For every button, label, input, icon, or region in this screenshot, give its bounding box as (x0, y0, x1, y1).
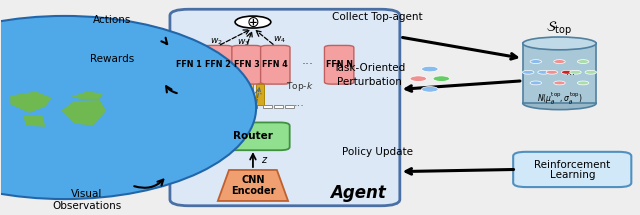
Text: $\oplus$: $\oplus$ (246, 15, 260, 29)
Ellipse shape (523, 97, 596, 110)
Bar (221, 69, 230, 105)
FancyBboxPatch shape (170, 9, 400, 206)
Ellipse shape (0, 16, 256, 199)
Text: FFN N: FFN N (326, 60, 353, 69)
Polygon shape (61, 100, 106, 126)
Text: FFN 4: FFN 4 (262, 60, 288, 69)
Bar (237, 105, 246, 108)
Circle shape (577, 81, 589, 85)
Polygon shape (23, 115, 45, 127)
Bar (248, 105, 257, 108)
Text: Rewards: Rewards (90, 54, 134, 64)
FancyBboxPatch shape (203, 45, 232, 84)
Circle shape (554, 60, 565, 63)
Circle shape (577, 60, 589, 63)
Text: Reinforcement: Reinforcement (534, 160, 611, 170)
Text: $\mathcal{S}_{\mathrm{top}}$: $\mathcal{S}_{\mathrm{top}}$ (547, 19, 573, 38)
Circle shape (585, 70, 596, 74)
Text: CNN: CNN (241, 175, 265, 185)
Bar (285, 105, 294, 108)
FancyBboxPatch shape (260, 45, 290, 84)
Text: Observations: Observations (52, 201, 122, 211)
Text: Top-$k$: Top-$k$ (286, 80, 314, 93)
Bar (226, 105, 235, 108)
Circle shape (422, 87, 438, 92)
FancyBboxPatch shape (174, 45, 204, 84)
Circle shape (410, 76, 427, 81)
Text: $N(\mu_{\theta}^{\mathrm{top}}, \sigma_{\theta}^{\mathrm{top}})$: $N(\mu_{\theta}^{\mathrm{top}}, \sigma_{… (537, 91, 582, 107)
FancyBboxPatch shape (232, 45, 261, 84)
Bar (274, 105, 283, 108)
Bar (215, 105, 224, 108)
Text: $w_2$: $w_2$ (209, 36, 222, 46)
Bar (256, 84, 264, 105)
Circle shape (433, 76, 450, 81)
Text: Encoder: Encoder (230, 186, 275, 196)
Circle shape (530, 60, 541, 63)
Text: Task-Oriented: Task-Oriented (333, 63, 405, 73)
Text: Actions: Actions (93, 15, 132, 25)
Text: Policy Update: Policy Update (342, 147, 413, 157)
Circle shape (522, 70, 534, 74)
Bar (263, 105, 272, 108)
Text: FFN 1: FFN 1 (176, 60, 202, 69)
Text: ···: ··· (301, 58, 313, 71)
Polygon shape (71, 91, 103, 99)
FancyBboxPatch shape (216, 123, 290, 150)
Circle shape (235, 16, 271, 28)
Text: FFN 2: FFN 2 (205, 60, 231, 69)
Circle shape (538, 70, 549, 74)
Ellipse shape (523, 37, 596, 50)
Circle shape (570, 70, 581, 74)
Bar (233, 80, 241, 105)
Text: Collect Top-agent: Collect Top-agent (332, 12, 423, 22)
Circle shape (530, 81, 541, 85)
Bar (523, 43, 596, 103)
Text: Router: Router (233, 131, 273, 141)
FancyBboxPatch shape (324, 45, 354, 84)
Text: Agent: Agent (330, 184, 387, 202)
Text: $w_3$: $w_3$ (237, 37, 250, 48)
Text: $w_4$: $w_4$ (273, 35, 286, 45)
Polygon shape (218, 170, 288, 201)
Text: Visual: Visual (71, 189, 102, 199)
Circle shape (422, 66, 438, 72)
Text: ···: ··· (294, 101, 305, 111)
Circle shape (554, 81, 565, 85)
FancyBboxPatch shape (513, 152, 631, 187)
Circle shape (561, 70, 573, 74)
Polygon shape (10, 91, 52, 113)
Text: FFN 3: FFN 3 (234, 60, 259, 69)
Text: Perturbation: Perturbation (337, 77, 402, 87)
Circle shape (546, 70, 557, 74)
Bar (244, 60, 253, 105)
Text: $z$: $z$ (260, 155, 268, 164)
Text: ...: ... (566, 67, 575, 77)
Text: Learning: Learning (550, 170, 595, 180)
